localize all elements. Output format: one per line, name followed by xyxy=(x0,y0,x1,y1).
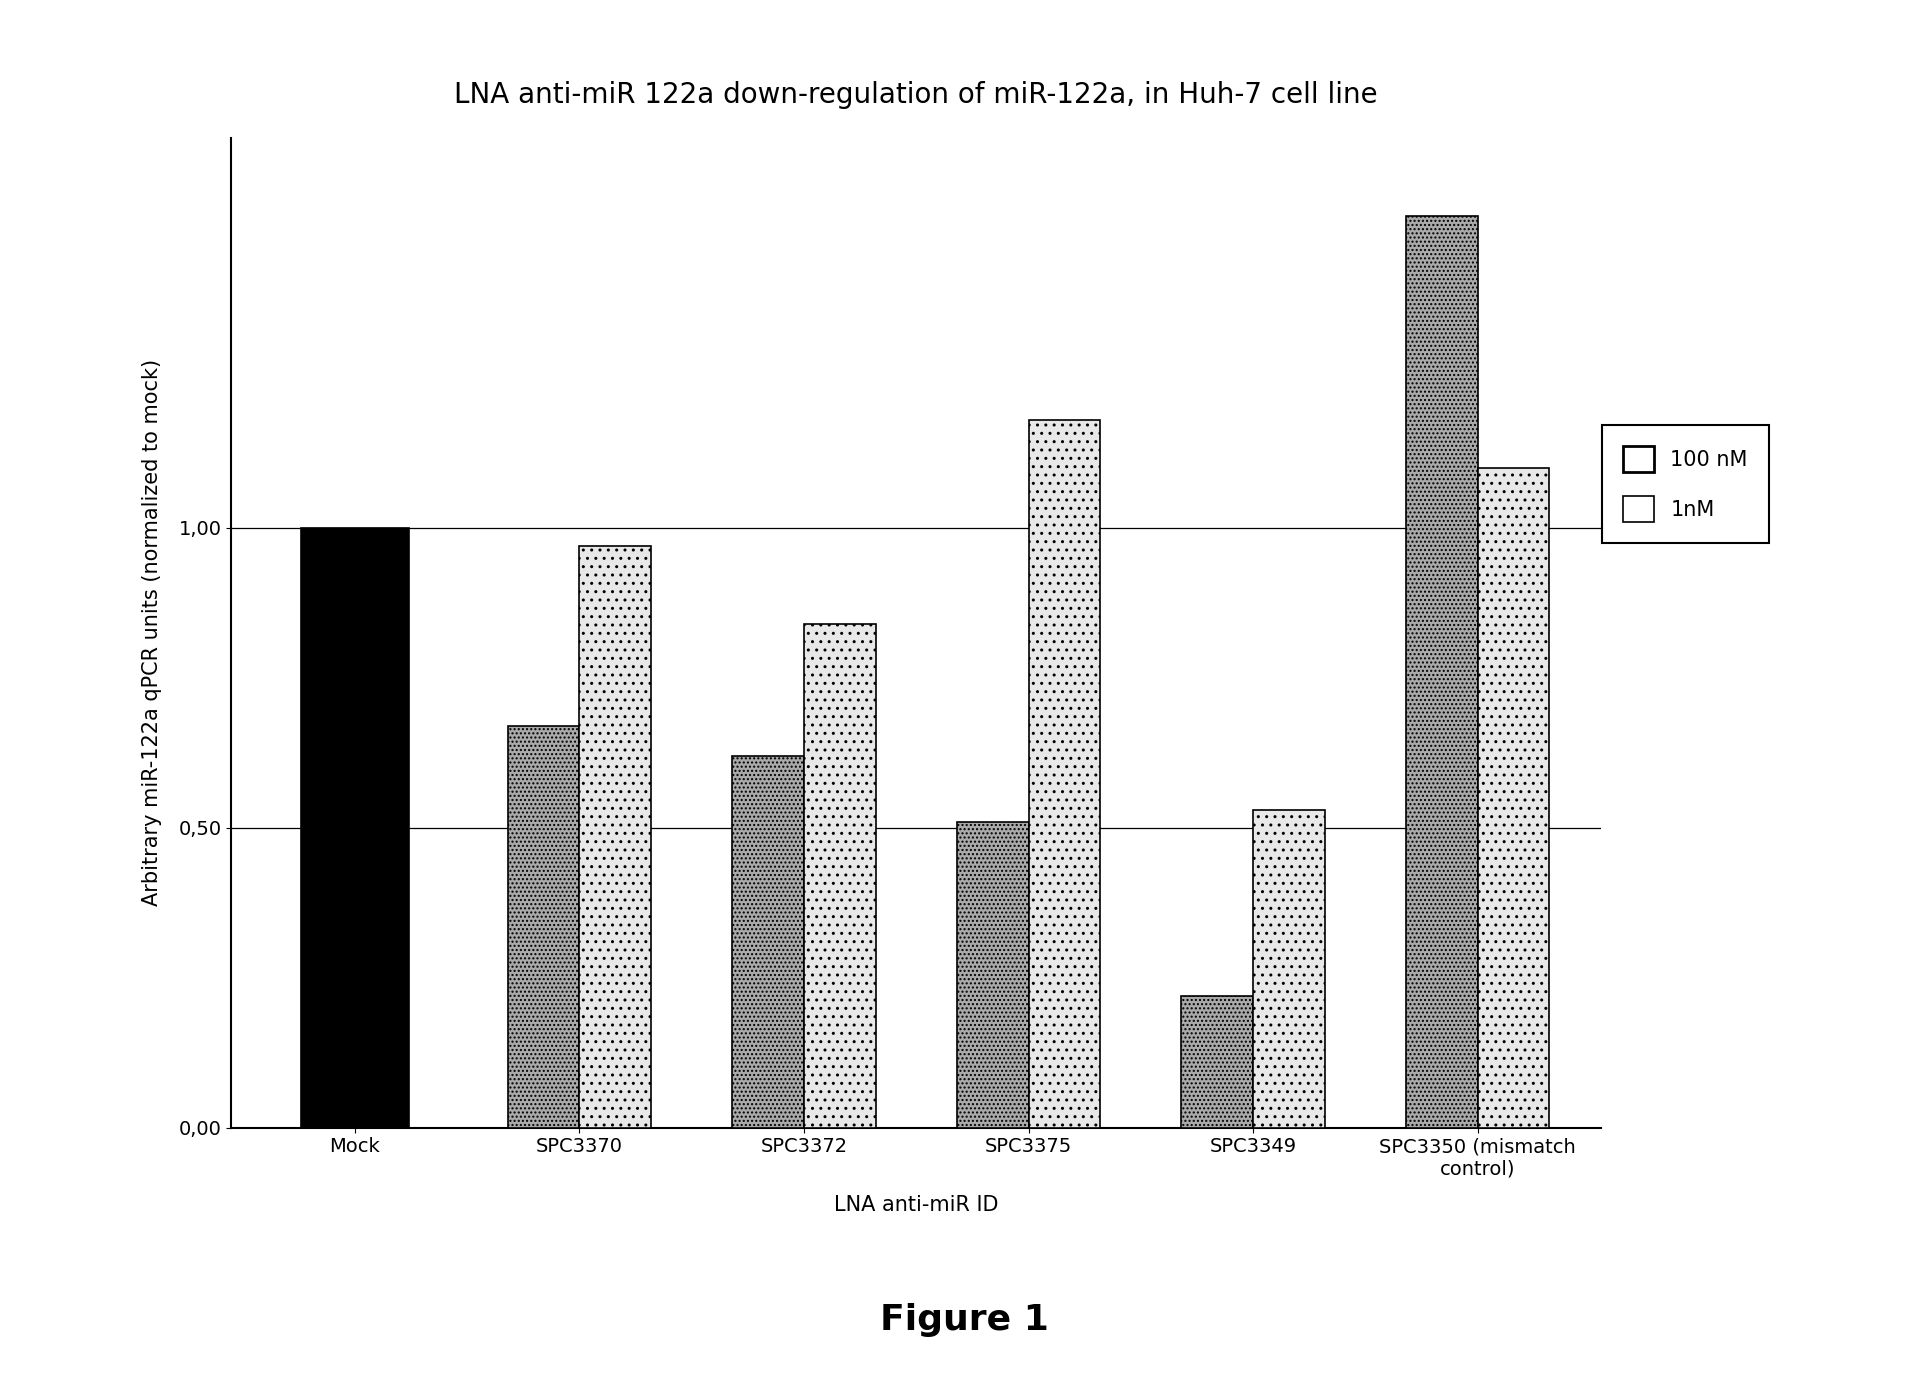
Bar xyxy=(733,755,804,1128)
Y-axis label: Arbitrary miR-122a qPCR units (normalized to mock): Arbitrary miR-122a qPCR units (normalize… xyxy=(143,359,162,906)
Text: Figure 1: Figure 1 xyxy=(880,1304,1049,1336)
Bar xyxy=(1181,996,1254,1128)
Bar xyxy=(957,821,1028,1128)
Title: LNA anti-miR 122a down-regulation of miR-122a, in Huh-7 cell line: LNA anti-miR 122a down-regulation of miR… xyxy=(455,81,1377,109)
Bar xyxy=(507,726,579,1128)
Bar xyxy=(301,528,409,1128)
Bar xyxy=(579,546,652,1128)
Bar xyxy=(1478,468,1549,1128)
Bar xyxy=(1028,419,1100,1128)
Bar xyxy=(804,623,876,1128)
Bar xyxy=(1406,216,1478,1128)
X-axis label: LNA anti-miR ID: LNA anti-miR ID xyxy=(833,1195,999,1216)
Bar xyxy=(1254,810,1325,1128)
Legend: 100 nM, 1nM: 100 nM, 1nM xyxy=(1601,425,1769,543)
